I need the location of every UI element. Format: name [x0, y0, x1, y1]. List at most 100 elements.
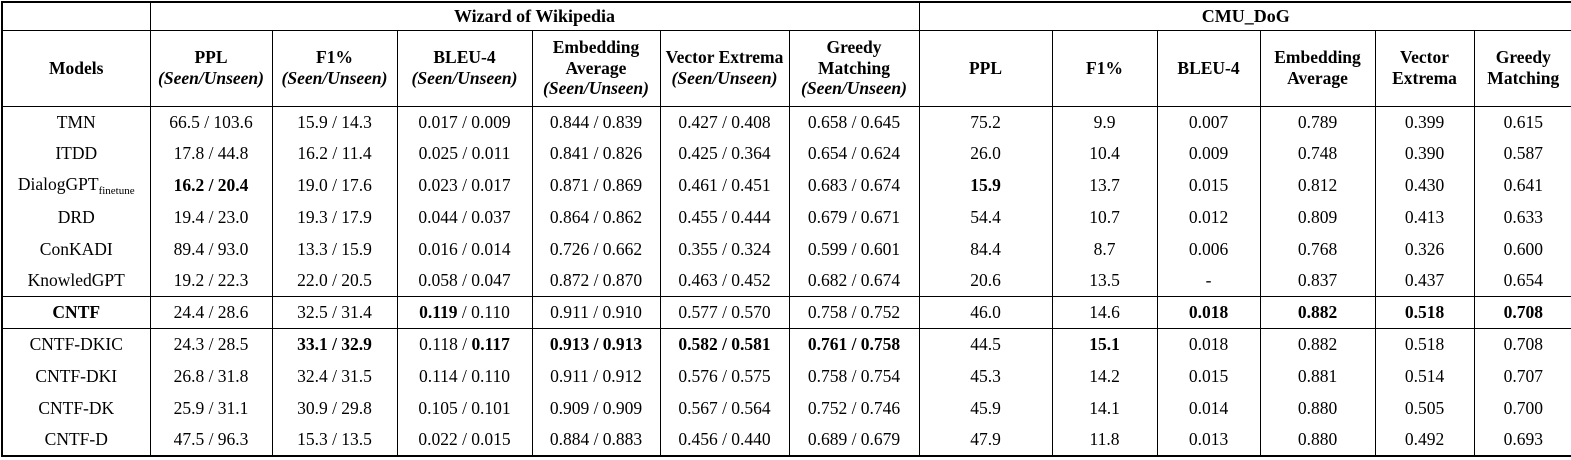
model-name: CNTF-DKI — [1, 360, 151, 393]
metric-cell: 13.5 — [1051, 265, 1158, 297]
best-value: 0.708 — [1503, 302, 1543, 323]
metric-cell: 0.654 / 0.624 — [788, 137, 920, 170]
column-title: Vector Extrema — [665, 47, 784, 68]
metric-cell: 15.1 — [1051, 328, 1158, 361]
metric-cell: 16.2 / 11.4 — [271, 137, 398, 170]
metric-cell: 0.105 / 0.101 — [396, 392, 533, 425]
metric-cell: 0.871 / 0.869 — [531, 169, 661, 202]
metric-cell: 24.3 / 28.5 — [149, 328, 273, 361]
metric-cell: 0.707 — [1473, 360, 1571, 393]
model-label: CNTF-D — [44, 429, 108, 450]
metric-cell: 0.461 / 0.451 — [659, 169, 790, 202]
best-value: 0.518 — [1404, 302, 1445, 323]
metric-cell: 0.789 — [1259, 106, 1376, 138]
metric-cell: 0.679 / 0.671 — [788, 201, 920, 234]
metric-cell: 0.390 — [1374, 137, 1475, 170]
metric-cell: 66.5 / 103.6 — [149, 106, 273, 138]
metric-cell: 45.9 — [918, 392, 1053, 425]
corner-cell — [1, 1, 151, 31]
metric-cell: 32.5 / 31.4 — [271, 296, 398, 329]
metric-cell: 0.044 / 0.037 — [396, 201, 533, 234]
column-title: Embedding Average — [552, 37, 640, 78]
metric-cell: 0.009 — [1156, 137, 1261, 170]
table-row: KnowledGPT 19.2 / 22.3 22.0 / 20.5 0.058 / … — [1, 265, 1571, 297]
metric-cell: 0.023 / 0.017 — [396, 169, 533, 202]
metric-cell: 20.6 — [918, 265, 1053, 297]
table-row: CNTF-D 47.5 / 96.3 15.3 / 13.5 0.022 / 0.01… — [1, 424, 1571, 456]
best-value: 15.9 — [970, 175, 1001, 196]
model-name: DialogGPTfinetune — [1, 169, 151, 202]
model-label: CNTF-DKI — [35, 365, 118, 386]
column-subtitle: (Seen/Unseen) — [158, 68, 264, 88]
metric-cell: 54.4 — [918, 201, 1053, 234]
best-value: 16.2 / 20.4 — [173, 175, 249, 196]
metric-cell: 24.4 / 28.6 — [149, 296, 273, 329]
metric-cell: 0.911 / 0.910 — [531, 296, 661, 329]
metric-cell: 44.5 — [918, 328, 1053, 361]
column-header: Embedding Average (Seen/Unseen) — [531, 29, 661, 107]
metric-cell: 25.9 / 31.1 — [149, 392, 273, 425]
model-label: ITDD — [55, 143, 98, 164]
metric-cell: 17.8 / 44.8 — [149, 137, 273, 170]
table-row: CNTF 24.4 / 28.6 32.5 / 31.4 0.119 / 0.110 0… — [1, 296, 1571, 329]
model-label: CNTF — [52, 302, 101, 323]
metric-cell: 0.882 — [1259, 328, 1376, 361]
column-title: Embedding Average — [1274, 47, 1361, 88]
column-header: Embedding Average — [1259, 29, 1376, 107]
metric-cell: 0.518 — [1374, 328, 1475, 361]
model-name: CNTF-D — [1, 424, 151, 456]
column-title: Models — [49, 57, 104, 78]
column-title: Greedy Matching — [818, 37, 890, 78]
metric-cell: 0.641 — [1473, 169, 1571, 202]
table-row: TMN 66.5 / 103.6 15.9 / 14.3 0.017 / 0.009 0… — [1, 106, 1571, 138]
metric-cell: 0.514 — [1374, 360, 1475, 393]
metric-cell: 19.4 / 23.0 — [149, 201, 273, 234]
metric-cell: - — [1156, 265, 1261, 297]
metric-cell: 0.748 — [1259, 137, 1376, 170]
metric-cell: 0.463 / 0.452 — [659, 265, 790, 297]
column-header: Models — [1, 29, 151, 107]
metric-cell: 15.3 / 13.5 — [271, 424, 398, 456]
metric-cell: 19.2 / 22.3 — [149, 265, 273, 297]
model-name: ITDD — [1, 137, 151, 170]
metric-cell: 26.0 — [918, 137, 1053, 170]
column-header: PPL — [918, 29, 1053, 107]
table-row: CNTF-DK 25.9 / 31.1 30.9 / 29.8 0.105 / 0.1… — [1, 392, 1571, 425]
metric-cell: 0.654 — [1473, 265, 1571, 297]
column-header: F1% (Seen/Unseen) — [271, 29, 398, 107]
metric-cell: 0.837 — [1259, 265, 1376, 297]
table-row: DRD 19.4 / 23.0 19.3 / 17.9 0.044 / 0.037 0.… — [1, 201, 1571, 234]
model-name: CNTF-DK — [1, 392, 151, 425]
metric-cell: 75.2 — [918, 106, 1053, 138]
metric-cell: 0.425 / 0.364 — [659, 137, 790, 170]
metric-cell: 84.4 — [918, 233, 1053, 266]
metric-cell: 0.427 / 0.408 — [659, 106, 790, 138]
metric-cell: 0.576 / 0.575 — [659, 360, 790, 393]
table-row: CNTF-DKI 26.8 / 31.8 32.4 / 31.5 0.114 / 0.… — [1, 360, 1571, 393]
metric-cell: 0.582 / 0.581 — [659, 328, 790, 361]
metric-cell: 0.758 / 0.754 — [788, 360, 920, 393]
metric-cell: 0.693 — [1473, 424, 1571, 456]
metric-cell: 0.884 / 0.883 — [531, 424, 661, 456]
model-name: CNTF — [1, 296, 151, 329]
model-name: DRD — [1, 201, 151, 234]
column-title: F1% — [316, 47, 353, 68]
metric-cell: 0.058 / 0.047 — [396, 265, 533, 297]
metric-cell: 15.9 / 14.3 — [271, 106, 398, 138]
metric-cell: 0.492 — [1374, 424, 1475, 456]
metric-cell: 0.809 — [1259, 201, 1376, 234]
metric-cell: 0.658 / 0.645 — [788, 106, 920, 138]
metric-cell: 14.1 — [1051, 392, 1158, 425]
column-title: PPL — [194, 47, 228, 68]
metric-cell: 0.758 / 0.752 — [788, 296, 920, 329]
metric-cell: 0.413 — [1374, 201, 1475, 234]
column-subtitle: (Seen/Unseen) — [281, 68, 388, 88]
column-title: Greedy Matching — [1487, 47, 1560, 88]
best-value: 0.913 / 0.913 — [549, 334, 643, 355]
column-subtitle: (Seen/Unseen) — [543, 78, 649, 99]
metric-cell: 0.022 / 0.015 — [396, 424, 533, 456]
table-header: Wizard of Wikipedia CMU_DoG Models PPL (See… — [1, 1, 1571, 107]
column-header: PPL (Seen/Unseen) — [149, 29, 273, 107]
metric-cell: 0.326 — [1374, 233, 1475, 266]
